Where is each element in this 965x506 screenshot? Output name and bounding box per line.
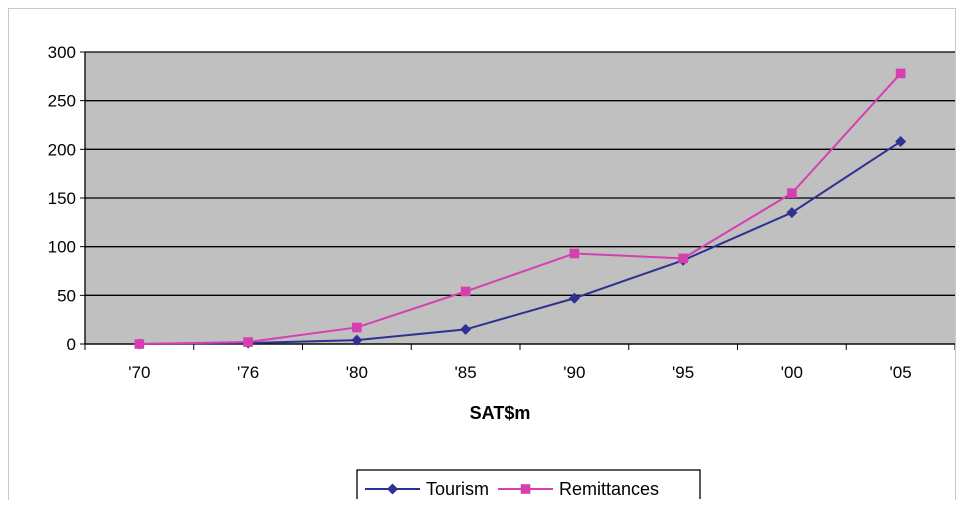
data-point [678, 253, 688, 264]
data-point [460, 323, 472, 335]
y-tick-label: 150 [48, 189, 76, 208]
series-remittances [134, 68, 906, 349]
x-tick-label: '85 [455, 363, 477, 382]
x-tick-label: '80 [346, 363, 368, 382]
data-point [460, 286, 471, 297]
legend-label: Tourism [426, 479, 489, 499]
x-tick-label: '05 [890, 363, 912, 382]
legend-marker [387, 483, 398, 495]
data-point [569, 248, 580, 259]
x-tick-label: '76 [237, 363, 259, 382]
y-tick-label: 100 [48, 238, 76, 257]
chart-frame: 0 50 100 150 200 250 300 '70 '76 '80 '85 '90 '95 '00… [8, 8, 956, 506]
y-axis-ticks: 0 50 100 150 200 250 300 [48, 43, 85, 354]
x-tick-label: '90 [563, 363, 585, 382]
x-axis-ticks: '70 '76 '80 '85 '90 '95 '00 '05 [84, 344, 956, 382]
y-tick-label: 0 [67, 335, 76, 354]
legend: Tourism Remittances [356, 469, 701, 506]
y-tick-label: 300 [48, 43, 76, 62]
series-line [139, 72, 902, 345]
data-point [895, 68, 906, 79]
y-tick-label: 200 [48, 140, 76, 159]
data-point [134, 339, 145, 349]
x-tick-label: '70 [128, 363, 150, 382]
data-point [351, 334, 363, 346]
series-line [139, 140, 902, 345]
data-point [787, 188, 797, 198]
data-point [895, 136, 907, 148]
x-tick-label: '95 [672, 363, 694, 382]
legend-marker [520, 484, 531, 494]
data-point [352, 322, 362, 333]
data-point [568, 292, 580, 304]
x-tick-label: '00 [781, 363, 803, 382]
series [133, 68, 907, 350]
line-chart: 0 50 100 150 200 250 300 '70 '76 '80 '85 '90 '95 '00… [48, 43, 956, 506]
x-axis-title: SAT$m [470, 403, 531, 423]
y-tick-label: 250 [48, 92, 76, 111]
data-point [243, 337, 253, 347]
data-point [786, 207, 798, 219]
legend-label: Remittances [559, 479, 659, 499]
y-tick-label: 50 [57, 286, 76, 305]
